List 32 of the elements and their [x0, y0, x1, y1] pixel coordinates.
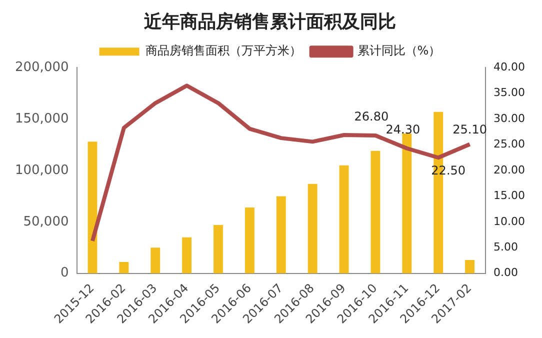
y-tick-label: 0	[60, 266, 69, 281]
y2-tick-label: 5.00	[494, 240, 518, 254]
bar	[339, 165, 349, 274]
y-tick-label: 200,000	[14, 60, 69, 75]
bar	[88, 142, 98, 274]
y2-tick-label: 10.00	[494, 214, 526, 228]
y-tick-label: 100,000	[14, 162, 69, 178]
bar	[276, 196, 286, 274]
legend-label: 累计同比（%）	[357, 44, 441, 58]
data-label: 26.80	[354, 110, 389, 124]
y-tick-label: 150,000	[14, 111, 69, 126]
legend-label: 商品房销售面积（万平方米）	[145, 44, 302, 58]
bar	[402, 133, 412, 274]
y2-tick-label: 0.00	[494, 266, 518, 280]
y2-tick-label: 15.00	[494, 189, 526, 202]
bar	[119, 262, 129, 274]
y-tick-label: 50,000	[23, 214, 69, 230]
bar	[370, 150, 380, 274]
data-label: 24.30	[386, 122, 420, 136]
bar	[214, 225, 223, 274]
y2-tick-label: 25.00	[494, 138, 526, 151]
bar	[182, 237, 192, 274]
data-label: 25.10	[452, 122, 487, 136]
chart-title: 近年商品房销售累计面积及同比	[143, 11, 396, 32]
y2-tick-label: 35.00	[494, 86, 526, 100]
bar	[150, 248, 160, 274]
bar	[465, 260, 475, 274]
bar	[308, 184, 318, 274]
y2-tick-label: 20.00	[494, 163, 526, 176]
y2-tick-label: 40.00	[494, 60, 526, 74]
y2-tick-label: 30.00	[494, 112, 526, 125]
bar	[244, 208, 254, 274]
